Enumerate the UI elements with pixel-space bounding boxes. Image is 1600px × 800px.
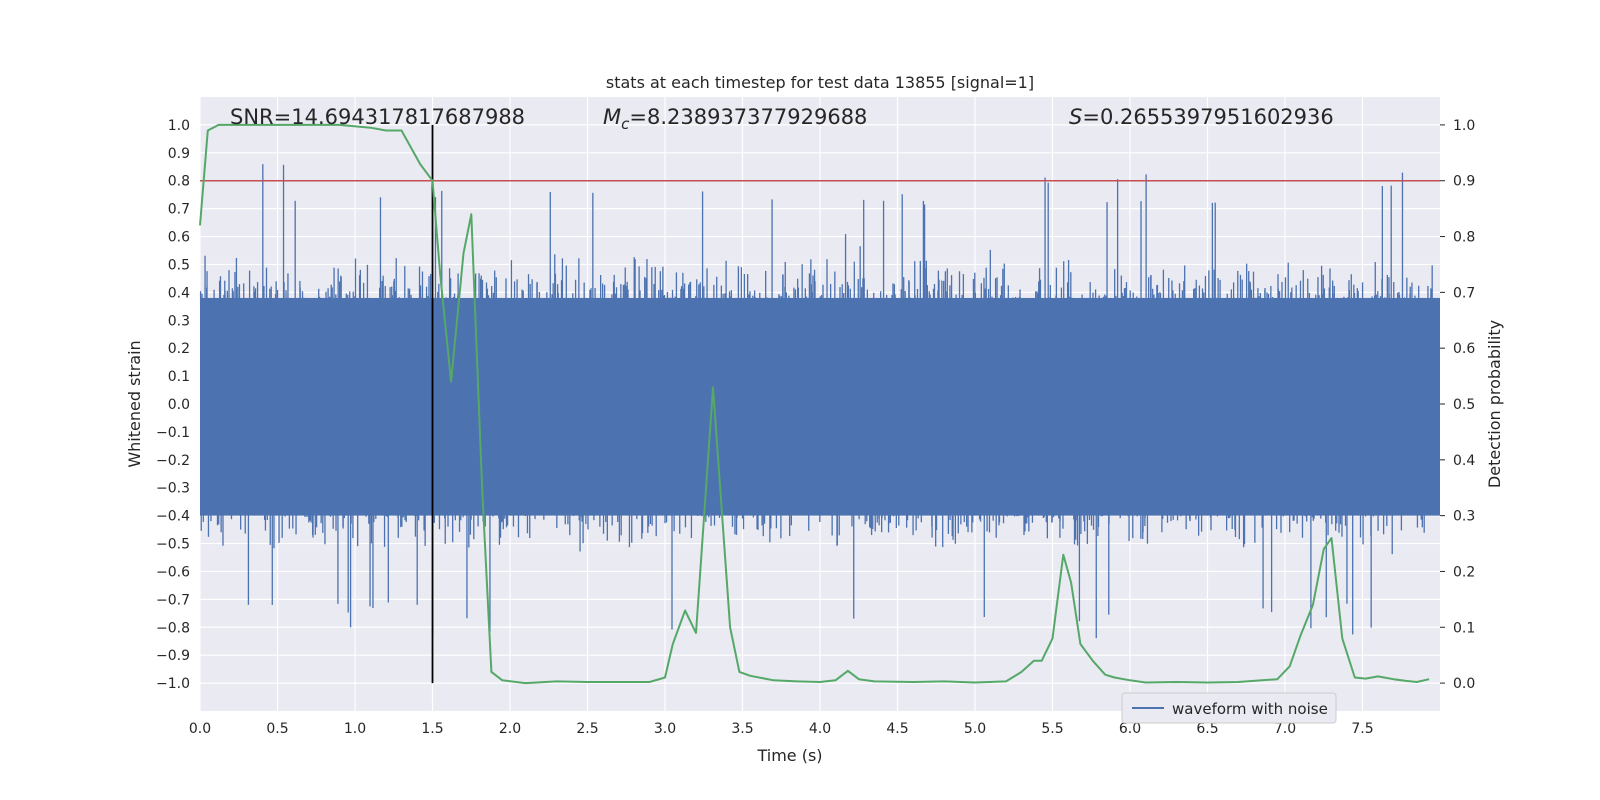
y-tick-label: 0.5 [168, 257, 190, 273]
x-tick-label: 5.0 [964, 721, 986, 737]
y-tick-label: −0.1 [156, 425, 190, 441]
s-symbol: S [1069, 105, 1082, 129]
x-tick-label: 2.0 [499, 721, 521, 737]
y-tick-label: 0.3 [168, 313, 190, 329]
y-tick-label: −0.9 [156, 648, 190, 664]
x-tick-label: 2.5 [576, 721, 598, 737]
chirp-mass-annotation: Mc=8.238937377929688 [603, 105, 867, 133]
y2-tick-label: 0.6 [1453, 341, 1475, 357]
y2-tick-label: 0.9 [1453, 174, 1475, 190]
x-tick-label: 1.0 [344, 721, 366, 737]
snr-annotation: SNR=14.694317817687988 [230, 105, 525, 129]
x-tick-label: 7.0 [1274, 721, 1296, 737]
y-tick-label: 0.7 [168, 202, 190, 218]
detection-probability-series [199, 123, 1430, 685]
y-tick-label: −0.3 [156, 481, 190, 497]
y-tick-label: −1.0 [156, 676, 190, 692]
y-tick-label: −0.8 [156, 620, 190, 636]
y-tick-label: −0.4 [156, 509, 190, 525]
y2-tick-label: 1.0 [1453, 118, 1475, 134]
x-tick-label: 6.5 [1196, 721, 1218, 737]
legend: waveform with noise [1121, 692, 1337, 724]
mc-subscript: c [621, 115, 630, 133]
y-tick-label: 0.1 [168, 369, 190, 385]
x-tick-label: 0.5 [266, 721, 288, 737]
x-tick-label: 4.5 [886, 721, 908, 737]
waveform-band [200, 297, 1440, 516]
y-tick-label: 0.6 [168, 230, 190, 246]
axis-ticks: 0.0 0.5 1.0 1.5 2.0 2.5 3.0 3.5 4.0 4.5 5.0 5.5 6.0 6… [156, 118, 1475, 737]
s-value: =0.2655397951602936 [1082, 105, 1333, 129]
y2-tick-label: 0.1 [1453, 620, 1475, 636]
x-tick-label: 7.5 [1351, 721, 1373, 737]
y2-tick-label: 0.0 [1453, 676, 1475, 692]
y-tick-label: −0.6 [156, 564, 190, 580]
y2-tick-label: 0.3 [1453, 509, 1475, 525]
y-axis-label: Whitened strain [125, 340, 144, 467]
x-tick-label: 3.5 [731, 721, 753, 737]
y-tick-label: 0.8 [168, 174, 190, 190]
y2-tick-label: 0.7 [1453, 285, 1475, 301]
legend-label: waveform with noise [1172, 700, 1328, 718]
y2-tick-label: 0.5 [1453, 397, 1475, 413]
y2-tick-label: 0.8 [1453, 230, 1475, 246]
mc-symbol: M [603, 105, 621, 129]
mc-value: =8.238937377929688 [629, 105, 867, 129]
legend-box [1121, 692, 1337, 724]
x-tick-label: 1.5 [421, 721, 443, 737]
x-tick-label: 5.5 [1041, 721, 1063, 737]
chart-title: stats at each timestep for test data 138… [606, 73, 1034, 92]
y-tick-label: −0.2 [156, 453, 190, 469]
x-axis-label: Time (s) [756, 746, 822, 765]
probability-line [199, 123, 1430, 685]
y-tick-label: −0.5 [156, 537, 190, 553]
y-tick-label: 1.0 [168, 118, 190, 134]
y-tick-label: 0.4 [168, 285, 190, 301]
s-annotation: S=0.2655397951602936 [1069, 105, 1334, 129]
x-tick-label: 6.0 [1119, 721, 1141, 737]
waveform-series [199, 164, 1440, 639]
x-tick-label: 0.0 [189, 721, 211, 737]
y-tick-label: −0.7 [156, 592, 190, 608]
x-tick-label: 4.0 [809, 721, 831, 737]
y2-tick-label: 0.2 [1453, 564, 1475, 580]
y-tick-label: 0.9 [168, 146, 190, 162]
y2-axis-label: Detection probability [1485, 320, 1504, 488]
y2-tick-label: 0.4 [1453, 453, 1475, 469]
y-tick-label: 0.0 [168, 397, 190, 413]
x-tick-label: 3.0 [654, 721, 676, 737]
y-tick-label: 0.2 [168, 341, 190, 357]
